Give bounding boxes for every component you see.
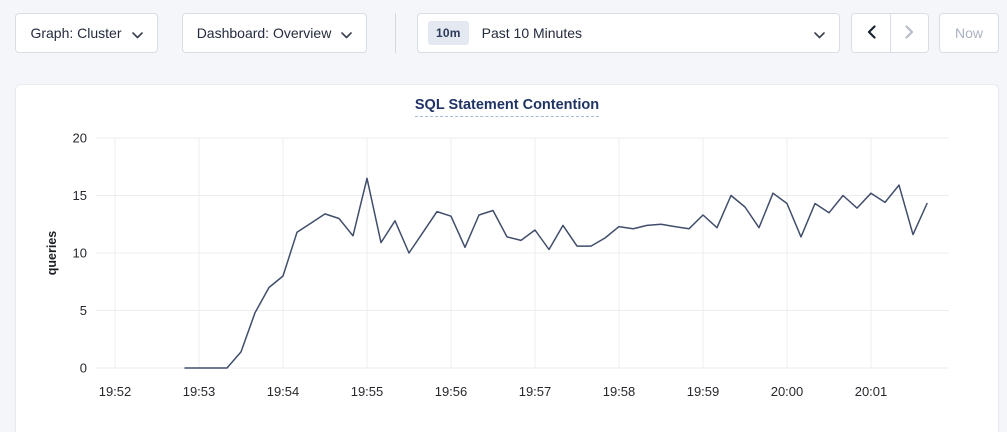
x-tick-label: 19:52 [99,384,132,399]
dashboard-dropdown-label: Dashboard: Overview [196,25,332,41]
now-button[interactable]: Now [939,13,999,53]
toolbar: Graph: Cluster Dashboard: Overview 10m P… [0,0,1007,53]
toolbar-divider [395,13,396,53]
prev-time-button[interactable] [852,14,890,52]
dashboard-dropdown[interactable]: Dashboard: Overview [182,13,367,53]
chart-title-row: SQL Statement Contention [16,96,998,117]
y-axis-label: queries [45,231,59,276]
chevron-down-icon [341,26,353,42]
next-time-button[interactable] [890,14,928,52]
chevron-left-icon [867,24,876,42]
chart-card: SQL Statement Contention 0 5 10 15 20 19:52 19… [15,84,999,432]
y-tick-label: 15 [73,188,87,203]
x-tick-label: 20:00 [771,384,804,399]
chart-line-queries [184,177,928,369]
x-tick-label: 19:56 [435,384,468,399]
x-tick-label: 19:53 [183,384,216,399]
sql-statement-contention-chart: 0 5 10 15 20 19:52 19:53 19:54 19:55 19:56 19:57 19… [45,131,949,399]
time-range-label: Past 10 Minutes [481,25,583,41]
x-tick-label: 19:55 [351,384,384,399]
y-tick-label: 10 [73,246,87,261]
x-tick-label: 19:59 [687,384,720,399]
x-tick-label: 20:01 [855,384,888,399]
x-tick-label: 19:57 [519,384,552,399]
graph-dropdown[interactable]: Graph: Cluster [15,13,158,53]
y-tick-label: 5 [80,303,87,318]
time-nav-group [851,13,929,53]
x-tick-label: 19:54 [267,384,300,399]
chart-title[interactable]: SQL Statement Contention [414,97,600,117]
graph-dropdown-label: Graph: Cluster [30,25,122,41]
time-range-dropdown[interactable]: 10m Past 10 Minutes [417,13,840,53]
chevron-right-icon [905,24,914,42]
y-tick-label: 20 [73,131,87,146]
chevron-down-icon [814,26,825,42]
y-tick-label: 0 [80,361,87,376]
x-tick-label: 19:58 [603,384,636,399]
time-window-badge: 10m [428,21,469,45]
chevron-down-icon [131,26,143,42]
